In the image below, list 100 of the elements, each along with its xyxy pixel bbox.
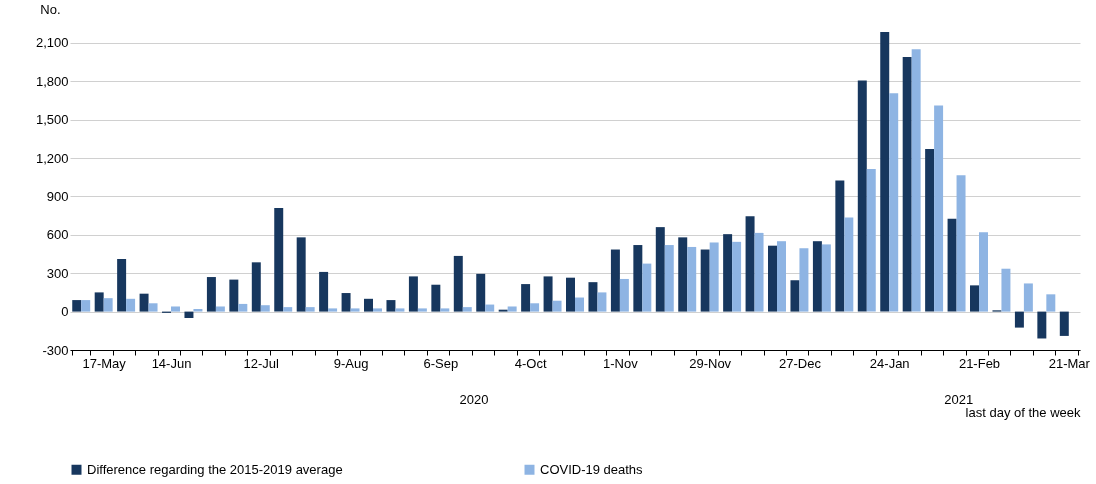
y-tick-label: 300	[46, 265, 69, 281]
bar	[148, 303, 158, 312]
bar	[1037, 311, 1047, 339]
bar	[341, 293, 351, 312]
bar	[911, 49, 921, 312]
x-tick-label: 12-Jul	[243, 355, 280, 371]
bar	[732, 241, 742, 312]
bar	[566, 277, 575, 312]
x-tick-label: 21-Feb	[958, 355, 1001, 371]
x-tick-label: 24-Jan	[869, 355, 910, 371]
text: 2020	[459, 392, 489, 407]
bar	[678, 237, 688, 312]
bar	[126, 298, 136, 312]
x-tick-label: 1-Nov	[603, 355, 639, 371]
bar	[417, 308, 427, 312]
bar	[431, 284, 441, 312]
bar	[408, 276, 418, 312]
bar	[902, 56, 912, 312]
bar	[274, 207, 284, 312]
bar	[103, 298, 113, 312]
bar	[1059, 311, 1069, 336]
bar	[215, 306, 225, 312]
legend-label: Difference regarding the 2015-2019 average	[87, 461, 343, 477]
bar	[970, 285, 979, 312]
bar	[193, 309, 203, 312]
bar	[139, 293, 149, 312]
bar	[184, 311, 194, 318]
bar	[790, 280, 800, 312]
bar	[700, 249, 710, 312]
bar	[440, 308, 450, 312]
bar	[844, 217, 854, 312]
x-tick-label: 14-Jun	[151, 355, 192, 371]
bar	[72, 300, 82, 312]
x-axis-title: last day of the week	[965, 404, 1081, 420]
bar	[799, 248, 809, 312]
bar	[812, 241, 822, 312]
legend-label: COVID-19 deaths	[540, 461, 644, 477]
bar	[979, 232, 988, 312]
bar	[238, 303, 248, 312]
bar	[723, 234, 733, 312]
bar	[543, 276, 553, 312]
bar	[575, 297, 584, 312]
x-tick-label: 21-Mar	[1048, 355, 1091, 371]
bar	[633, 245, 643, 312]
bar	[1023, 283, 1033, 312]
y-tick-label: 600	[46, 227, 69, 243]
bar	[754, 232, 764, 312]
bar	[521, 284, 531, 312]
bar	[373, 308, 382, 312]
bar	[588, 282, 598, 312]
bar	[364, 298, 373, 312]
text: 2021	[944, 392, 974, 407]
bar	[386, 300, 396, 312]
x-tick-label: 4-Oct	[514, 355, 547, 371]
bar	[857, 80, 867, 312]
bar	[687, 246, 697, 312]
y-axis-title: No.	[40, 1, 61, 17]
y-tick-label: 1,500	[35, 112, 69, 128]
bar	[597, 292, 607, 312]
bar	[206, 277, 216, 312]
bar	[94, 292, 104, 312]
x-tick-label: 6-Sep	[423, 355, 459, 371]
bar	[768, 245, 777, 312]
y-tick-label: 0	[61, 304, 69, 320]
bar	[485, 304, 495, 312]
bar	[947, 218, 957, 312]
bar	[283, 307, 293, 312]
y-tick-label: 900	[46, 188, 69, 204]
bar	[777, 241, 786, 312]
bar	[251, 262, 261, 312]
bar	[642, 263, 652, 312]
y-tick-label: 1,200	[35, 150, 69, 166]
bar	[934, 105, 944, 312]
bar	[610, 249, 620, 312]
x-tick-label: 27-Dec	[778, 355, 822, 371]
bar	[328, 308, 338, 312]
bar	[1046, 294, 1056, 312]
bar	[453, 255, 463, 312]
bar	[709, 242, 719, 312]
x-tick-label: 9-Aug	[333, 355, 369, 371]
bar	[319, 271, 329, 312]
x-tick-label: 29-Nov	[689, 355, 732, 371]
bar	[260, 305, 270, 312]
bar	[619, 278, 629, 312]
bar	[229, 279, 239, 312]
y-tick-label: -300	[42, 342, 69, 358]
bar	[835, 180, 845, 312]
bar	[655, 227, 665, 312]
bar	[507, 306, 517, 312]
bar	[866, 168, 876, 312]
x-tick-label: 17-May	[82, 355, 127, 371]
y-tick-label: 1,800	[35, 73, 69, 89]
bar	[476, 273, 486, 312]
bar	[745, 216, 755, 312]
bar	[925, 149, 935, 312]
bar	[350, 308, 360, 312]
bar	[880, 31, 890, 312]
bar	[117, 259, 127, 312]
bar	[81, 300, 91, 312]
bar	[530, 303, 540, 312]
